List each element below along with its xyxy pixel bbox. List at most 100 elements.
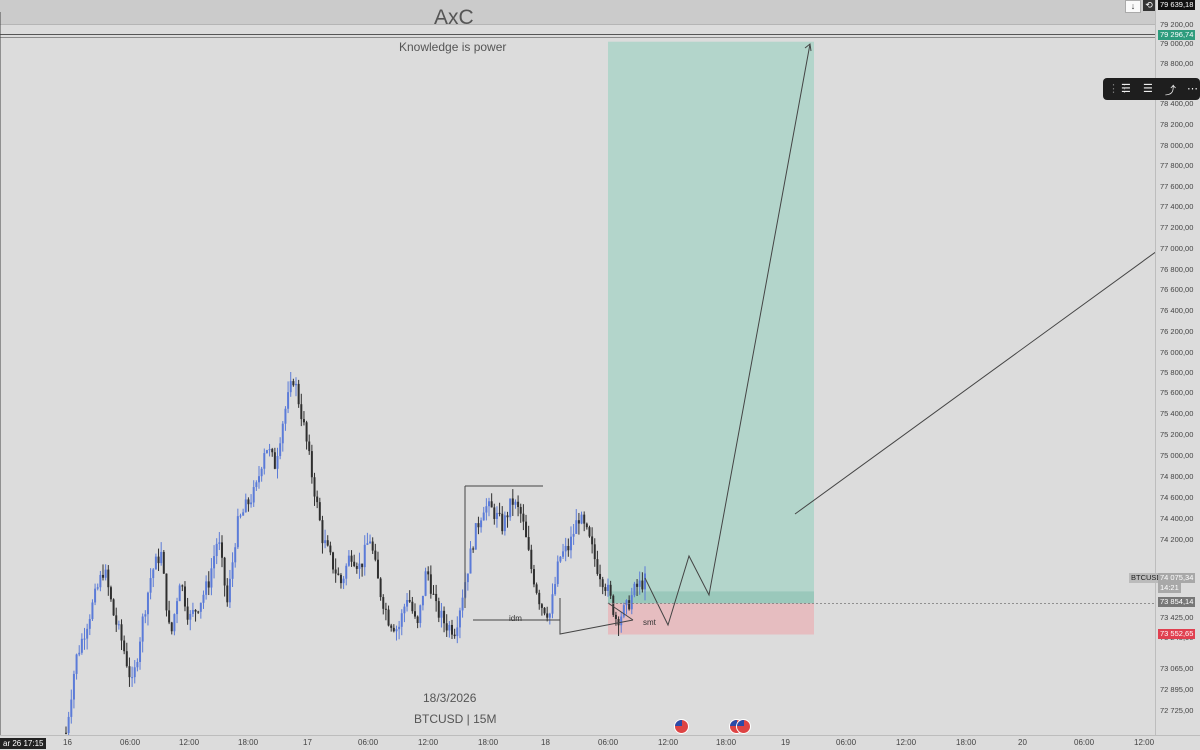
candle-body <box>236 516 239 548</box>
candle-body <box>406 600 409 607</box>
price-chart[interactable] <box>0 0 1155 735</box>
candle-body <box>638 580 641 587</box>
curve-icon[interactable]: ⤴ <box>1165 85 1176 97</box>
profit-filled-zone <box>608 591 814 604</box>
candle-body <box>279 443 282 457</box>
candle-body <box>424 571 427 596</box>
candle-body <box>490 501 493 508</box>
candle-body <box>564 545 567 552</box>
candle-body <box>318 502 321 521</box>
candle-body <box>168 610 171 623</box>
candle-body <box>398 626 401 630</box>
candle-body <box>120 624 123 641</box>
candle-body <box>382 597 385 609</box>
candle-body <box>601 579 604 588</box>
price-axis[interactable] <box>1155 0 1200 735</box>
x-tick-label: 18 <box>541 738 550 747</box>
candle-body <box>630 595 633 610</box>
candle-body <box>332 552 335 570</box>
candle-body <box>408 600 411 602</box>
candle-body <box>355 565 358 569</box>
candle-body <box>451 624 453 635</box>
candle-body <box>146 592 149 615</box>
us-flag-icon[interactable] <box>736 719 751 734</box>
candle-body <box>511 498 514 505</box>
y-tick-label: 79 000,00 <box>1160 39 1194 48</box>
candle-body <box>614 614 617 619</box>
candle-body <box>369 541 372 544</box>
y-tick-label: 78 800,00 <box>1160 59 1194 68</box>
settings-lines-icon[interactable]: ☰ <box>1121 83 1131 95</box>
x-tick-label: 12:00 <box>1134 738 1155 747</box>
candle-body <box>350 555 353 562</box>
y-tick-label: 75 600,00 <box>1160 388 1194 397</box>
loss-zone <box>608 603 814 635</box>
candle-body <box>276 456 279 469</box>
us-flag-icon[interactable] <box>674 719 689 734</box>
candle-body <box>453 634 456 637</box>
candle-body <box>115 615 118 625</box>
x-tick-label: 18:00 <box>478 738 499 747</box>
candle-body <box>80 638 83 653</box>
candle-body <box>532 569 535 585</box>
candle-body <box>329 545 332 553</box>
x-tick-label: 06:00 <box>1074 738 1095 747</box>
price-tag-stop: 73 552,65 <box>1158 629 1196 639</box>
candle-body <box>215 543 218 557</box>
candle-body <box>316 496 319 503</box>
candle-body <box>562 551 565 557</box>
candle-body <box>540 604 543 608</box>
candle-body <box>260 468 263 477</box>
settings-lines-icon[interactable]: ☰ <box>1143 83 1153 95</box>
candle-body <box>493 507 496 519</box>
candle-body <box>191 609 194 614</box>
candle-body <box>345 565 348 579</box>
profit-zone <box>608 41 814 604</box>
candle-body <box>538 592 541 605</box>
candle-body <box>411 601 414 612</box>
grip-icon[interactable]: ⋮⋮ <box>1108 83 1130 95</box>
candle-body <box>530 549 533 570</box>
candle-body <box>599 573 602 580</box>
candle-body <box>210 568 213 588</box>
y-tick-label: 72 725,00 <box>1160 706 1194 715</box>
sync-button[interactable]: ⟲ <box>1143 0 1155 11</box>
candle-body <box>535 584 538 593</box>
scroll-down-button[interactable]: ↓ <box>1125 0 1141 13</box>
candle-body <box>99 574 102 588</box>
projection-arrowhead <box>804 43 812 52</box>
candle-body <box>199 602 202 612</box>
candle-body <box>302 419 305 423</box>
candle-body <box>123 640 126 652</box>
y-tick-label: 76 000,00 <box>1160 348 1194 357</box>
candle-body <box>242 512 245 516</box>
price-tag-countdown: 14:21 <box>1158 583 1181 593</box>
candle-body <box>170 622 173 632</box>
candle-body <box>189 613 192 620</box>
candle-body <box>162 551 165 574</box>
candle-body <box>194 609 197 612</box>
candle-body <box>313 477 316 497</box>
more-icon[interactable]: ⋯ <box>1187 83 1198 95</box>
candle-body <box>482 512 485 521</box>
candle-body <box>361 563 364 568</box>
candle-body <box>363 544 366 568</box>
drawing-toolbar[interactable]: ⋮⋮ ☰ ☰ ⤴ ⋯ <box>1103 78 1200 100</box>
candle-body <box>154 556 157 570</box>
trend-line <box>794 251 1155 515</box>
y-tick-label: 73 065,00 <box>1160 664 1194 673</box>
candle-body <box>517 501 520 508</box>
candle-body <box>353 561 356 566</box>
candle-body <box>609 584 612 596</box>
candle-body <box>435 593 438 602</box>
y-tick-label: 76 800,00 <box>1160 265 1194 274</box>
candle-body <box>443 610 446 624</box>
x-tick-label: 20 <box>1018 738 1027 747</box>
candle-body <box>321 520 324 544</box>
candle-body <box>522 513 525 522</box>
time-axis[interactable] <box>0 735 1200 750</box>
candle-body <box>334 569 337 574</box>
x-tick-label: 19 <box>781 738 790 747</box>
candle-body <box>292 381 295 386</box>
candle-body <box>223 557 226 586</box>
